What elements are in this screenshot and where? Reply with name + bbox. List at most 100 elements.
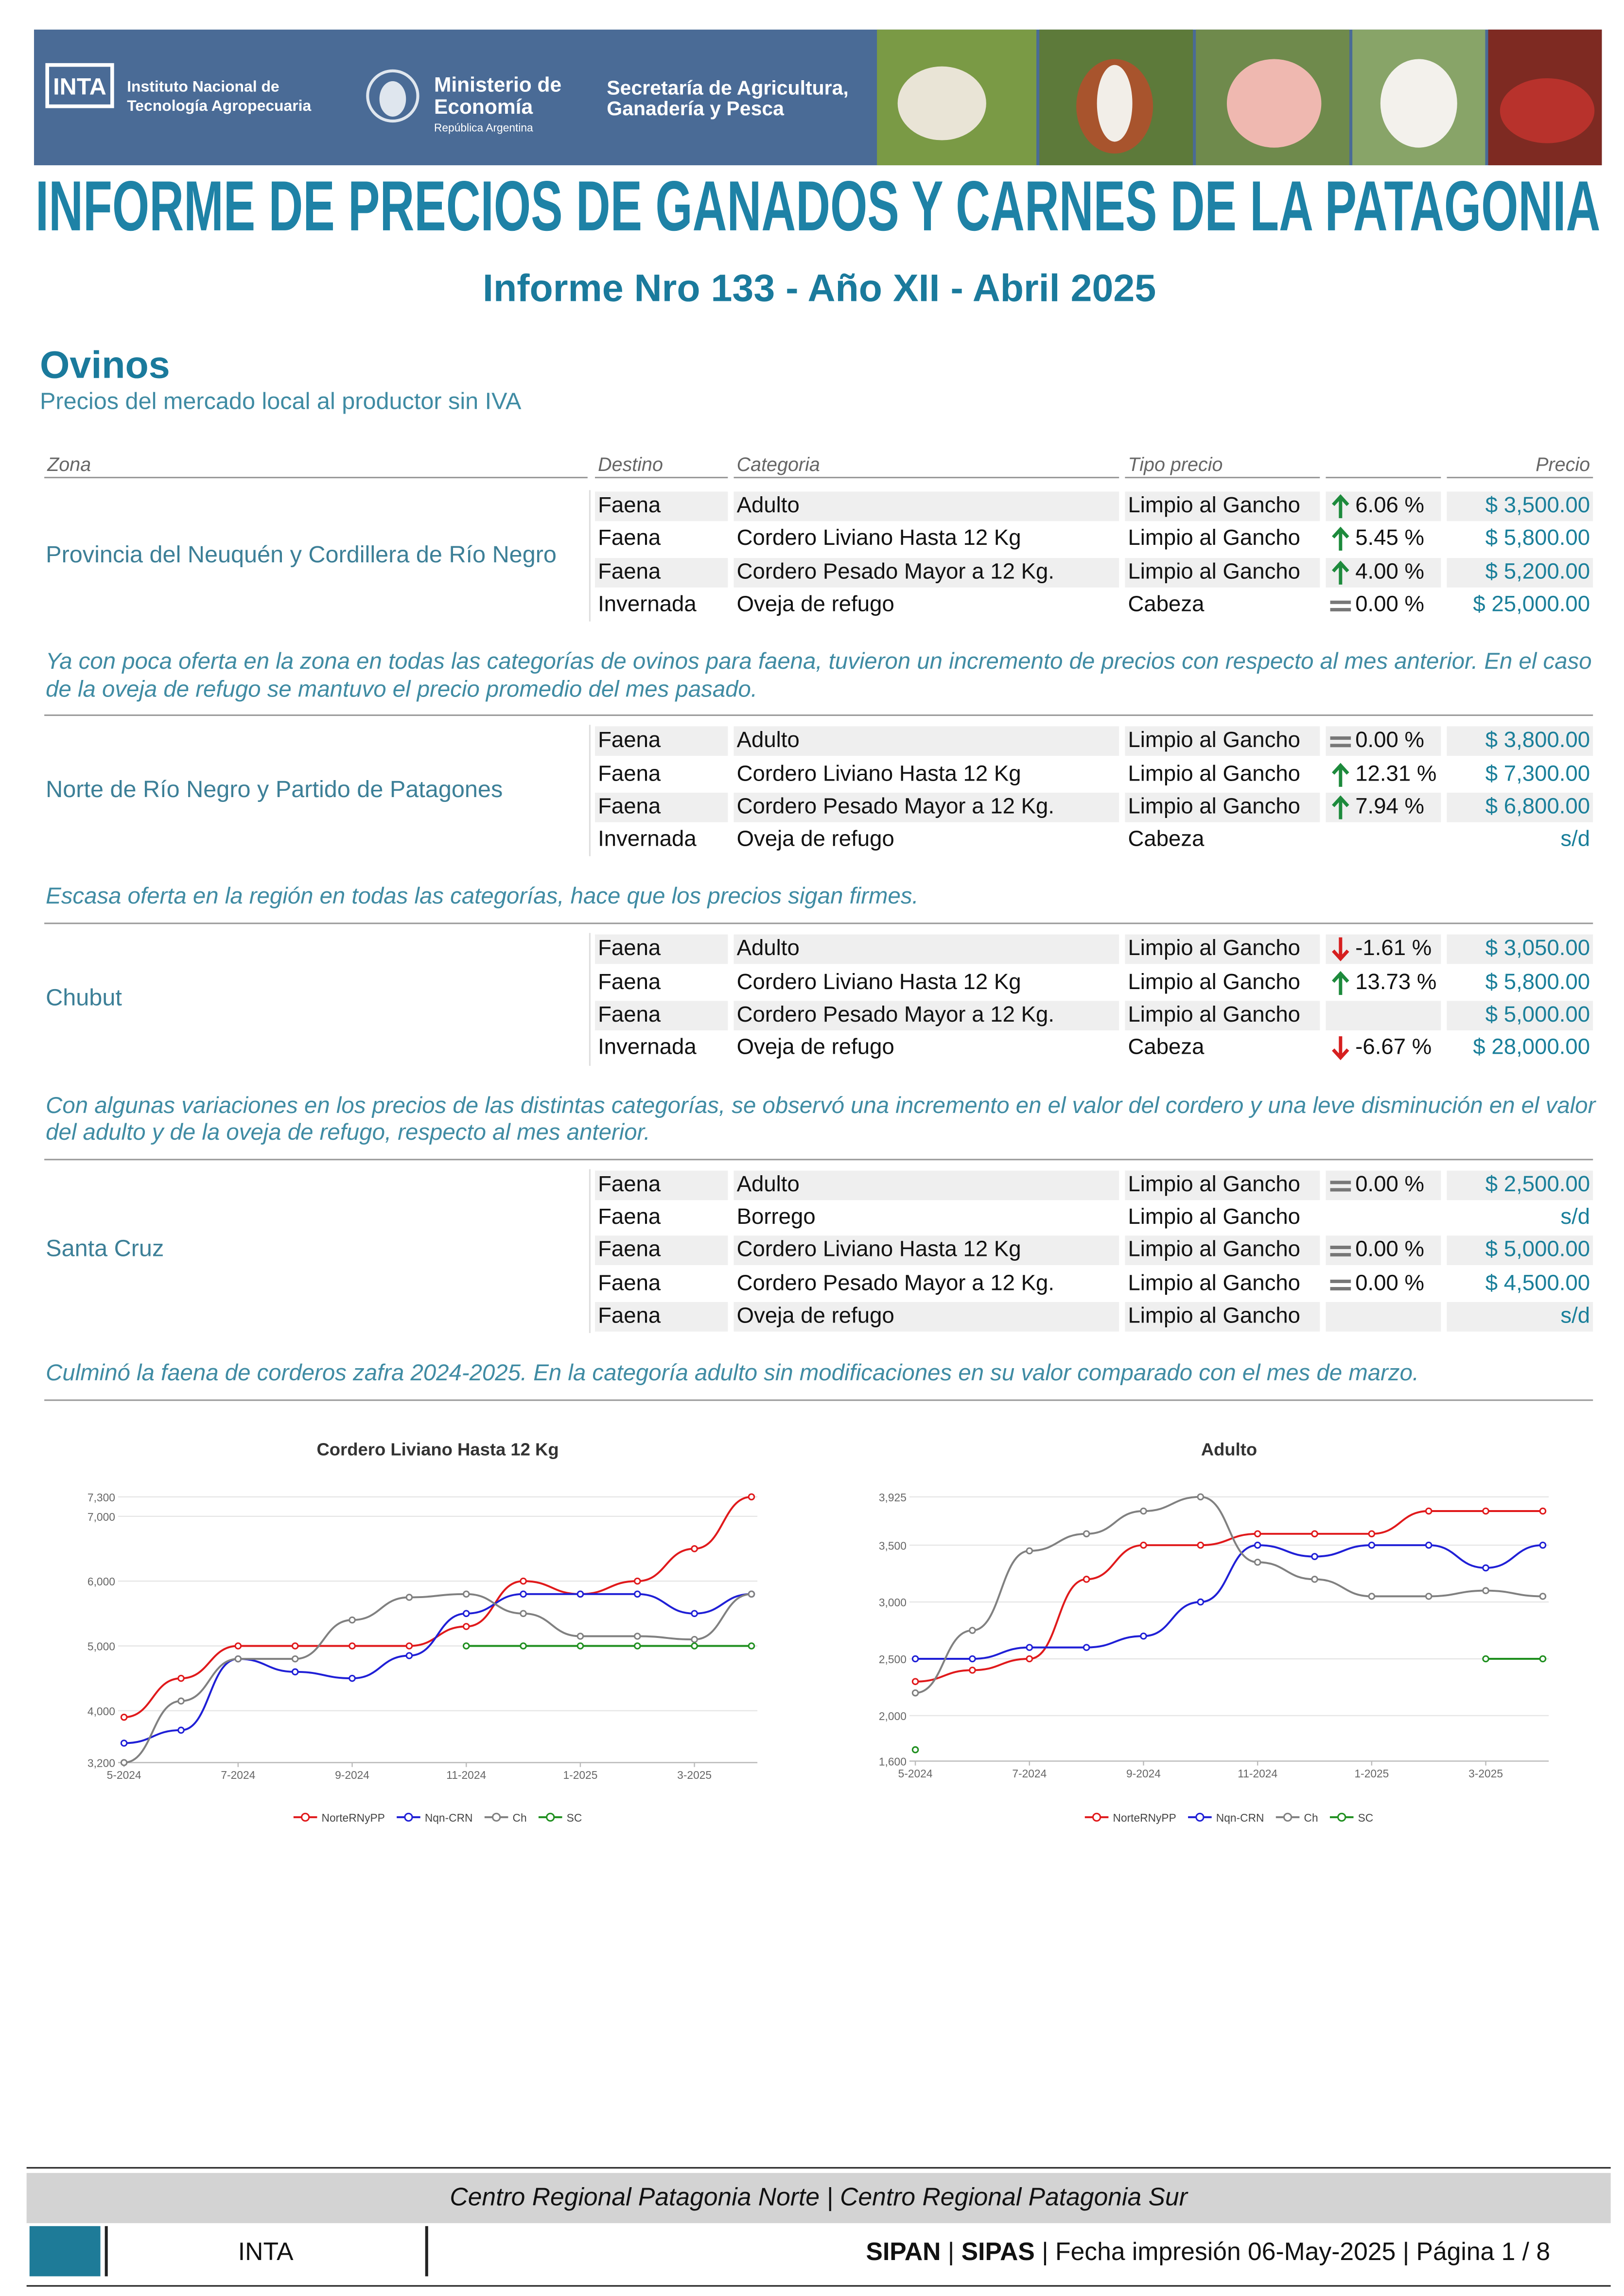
point bbox=[1197, 1541, 1205, 1549]
point bbox=[748, 1493, 755, 1501]
price: $ 5,800.00 bbox=[1485, 526, 1590, 551]
trend-icon-path bbox=[1332, 762, 1349, 786]
variation-cell bbox=[1326, 825, 1441, 855]
footer-sipan: SIPAN bbox=[866, 2238, 941, 2266]
point bbox=[1140, 1541, 1147, 1549]
photo-pig bbox=[1226, 59, 1322, 148]
point bbox=[1425, 1541, 1432, 1549]
footer-divider bbox=[425, 2226, 428, 2277]
x-tick-label: 3-2025 bbox=[677, 1769, 712, 1781]
legend-point bbox=[404, 1812, 413, 1822]
destino: Faena bbox=[595, 1302, 728, 1332]
series-line bbox=[124, 1593, 751, 1744]
point bbox=[1254, 1558, 1261, 1566]
footer-centros: Centro Regional Patagonia Norte | Centro… bbox=[26, 2173, 1611, 2224]
zone-name: Chubut bbox=[46, 986, 122, 1011]
photo-goat bbox=[1380, 59, 1457, 148]
categoria: Cordero Liviano Hasta 12 Kg bbox=[736, 526, 1021, 551]
variation-cell: -1.61 % bbox=[1326, 935, 1441, 965]
tipo-precio: Limpio al Gancho bbox=[1125, 557, 1320, 587]
point bbox=[1026, 1644, 1033, 1651]
x-tick-label: 5-2024 bbox=[898, 1767, 933, 1780]
variation-cell: 7.94 % bbox=[1326, 792, 1441, 822]
price: $ 6,800.00 bbox=[1447, 792, 1593, 822]
column-header: Destino bbox=[595, 453, 728, 479]
zone-note: Culminó la faena de corderos zafra 2024-… bbox=[46, 1361, 1419, 1387]
price: s/d bbox=[1447, 1302, 1593, 1332]
tipo-precio: Limpio al Gancho bbox=[1125, 1302, 1320, 1332]
categoria: Oveja de refugo bbox=[733, 1302, 1119, 1332]
zone-name: Norte de Río Negro y Partido de Patagone… bbox=[46, 777, 503, 803]
price: s/d bbox=[1560, 1204, 1590, 1230]
point bbox=[1368, 1541, 1376, 1549]
series-line bbox=[915, 1496, 1543, 1694]
point bbox=[1482, 1587, 1489, 1594]
column-header bbox=[1326, 453, 1441, 479]
variation: -6.67 % bbox=[1355, 1035, 1432, 1061]
point bbox=[349, 1642, 356, 1650]
tipo-precio: Limpio al Gancho bbox=[1128, 761, 1301, 786]
photo-cow bbox=[1097, 65, 1133, 142]
variation-cell: 5.45 % bbox=[1326, 524, 1441, 554]
zone-divider bbox=[589, 933, 591, 1065]
point bbox=[349, 1616, 356, 1624]
point bbox=[177, 1697, 185, 1705]
trend-icon bbox=[1332, 762, 1349, 786]
footer-mark bbox=[29, 2226, 101, 2277]
variation: 6.06 % bbox=[1355, 493, 1425, 519]
point bbox=[1482, 1655, 1489, 1663]
trend-icon-path bbox=[1332, 560, 1349, 584]
categoria: Oveja de refugo bbox=[736, 827, 894, 852]
legend-label: Nqn-CRN bbox=[1216, 1811, 1264, 1824]
variation-cell bbox=[1326, 1302, 1441, 1332]
price: $ 5,000.00 bbox=[1447, 1001, 1593, 1031]
price: $ 3,500.00 bbox=[1447, 491, 1593, 522]
y-tick-label: 7,000 bbox=[87, 1511, 115, 1523]
footer-rule bbox=[26, 2285, 1611, 2287]
point bbox=[1425, 1507, 1432, 1515]
price: $ 5,200.00 bbox=[1447, 557, 1593, 587]
legend-point bbox=[546, 1812, 555, 1822]
legend-label: Nqn-CRN bbox=[425, 1811, 473, 1824]
point bbox=[691, 1610, 698, 1618]
x-tick-label: 1-2025 bbox=[1354, 1767, 1389, 1780]
destino: Invernada bbox=[598, 827, 697, 852]
tipo-precio: Limpio al Gancho bbox=[1128, 526, 1301, 551]
point bbox=[1254, 1530, 1261, 1538]
footer-pagina: Página 1 / 8 bbox=[1416, 2238, 1551, 2266]
section-subtitle: Precios del mercado local al productor s… bbox=[40, 389, 522, 415]
variation-cell: 0.00 % bbox=[1326, 1170, 1441, 1200]
point bbox=[1197, 1493, 1205, 1501]
report-title: Informe Nro 133 - Año XII - Abril 2025 bbox=[483, 265, 1156, 310]
trend-icon bbox=[1332, 795, 1349, 819]
variation: 0.00 % bbox=[1355, 1237, 1425, 1263]
variation: 13.73 % bbox=[1355, 969, 1437, 995]
price: $ 2,500.00 bbox=[1447, 1170, 1593, 1200]
variation: 0.00 % bbox=[1355, 591, 1425, 617]
point bbox=[633, 1633, 641, 1640]
trend-icon bbox=[1332, 938, 1349, 962]
x-tick-label: 3-2025 bbox=[1468, 1767, 1503, 1780]
price: s/d bbox=[1560, 827, 1590, 852]
y-tick-label: 3,200 bbox=[87, 1757, 115, 1770]
footer-divider bbox=[105, 2226, 108, 2277]
zone-note: Escasa oferta en la región en todas las … bbox=[46, 885, 919, 910]
price: $ 7,300.00 bbox=[1485, 761, 1590, 786]
destino: Faena bbox=[598, 526, 661, 551]
destino: Faena bbox=[598, 1204, 661, 1230]
destino: Faena bbox=[595, 557, 728, 587]
point bbox=[520, 1577, 527, 1585]
tipo-precio: Limpio al Gancho bbox=[1128, 969, 1301, 995]
zone-rule bbox=[44, 923, 1593, 925]
tipo-precio: Limpio al Gancho bbox=[1125, 792, 1320, 822]
point bbox=[1311, 1530, 1318, 1538]
point bbox=[291, 1668, 299, 1676]
point bbox=[520, 1590, 527, 1598]
destino: Faena bbox=[595, 792, 728, 822]
inta-logo: INTA bbox=[53, 73, 106, 100]
trend-icon bbox=[1330, 1279, 1351, 1290]
legend-point bbox=[301, 1812, 310, 1822]
variation-cell: -6.67 % bbox=[1326, 1034, 1441, 1063]
trend-icon bbox=[1330, 1246, 1351, 1257]
